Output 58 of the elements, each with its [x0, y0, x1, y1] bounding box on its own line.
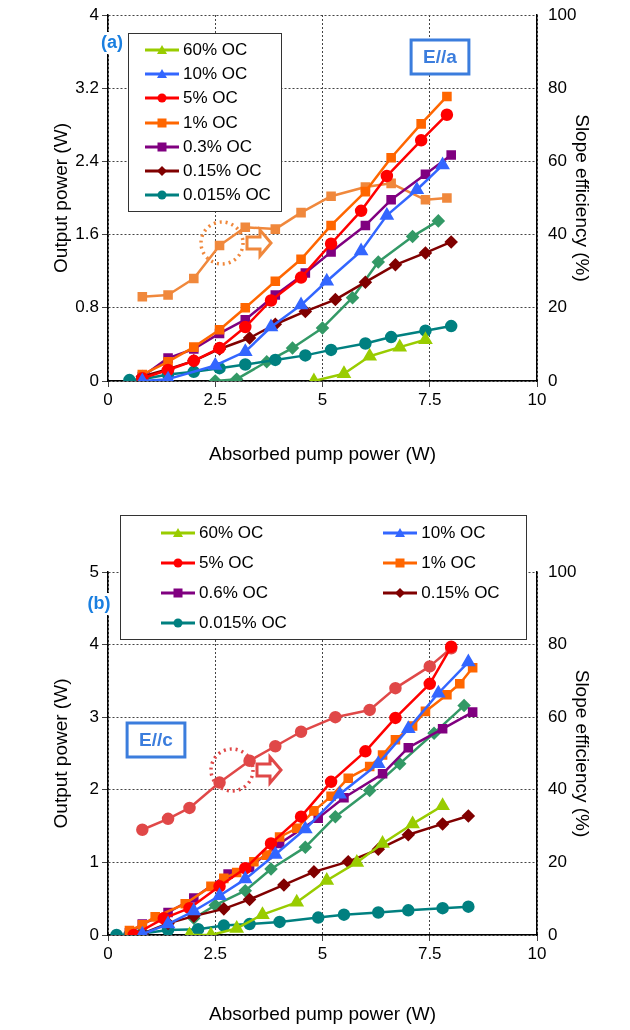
y2-tick-label: 100 [548, 4, 577, 24]
x-tick-label: 2.5 [203, 389, 228, 409]
legend-label: 0.6% OC [199, 582, 268, 603]
y-tick-label: 0.8 [75, 297, 99, 317]
y-tick-label: 4 [89, 4, 99, 24]
y2-tick-label: 60 [548, 151, 567, 171]
y2-axis-title: Slope efficiency (%) [572, 669, 594, 838]
x-axis-title: Absorbed pump power (W) [208, 442, 437, 464]
y-tick-label: 1 [89, 852, 99, 872]
x-tick-label: 10 [527, 389, 547, 409]
legend-label: 0.15% OC [421, 582, 500, 603]
legend-label: 60% OC [183, 39, 248, 60]
x-tick-label: 7.5 [417, 389, 442, 409]
x-tick-label: 5 [317, 389, 328, 409]
x-tick-label: 10 [527, 943, 547, 963]
y-axis-title: Output power (W) [49, 123, 71, 273]
x-axis-title: Absorbed pump power (W) [208, 1002, 437, 1024]
legend-label: 0.015% OC [199, 612, 287, 633]
legend-label: 0.015% OC [183, 185, 271, 206]
y2-axis-title: Slope efficiency (%) [572, 114, 594, 282]
legend-label: 1% OC [183, 112, 238, 133]
y-tick-label: 2.4 [75, 151, 99, 171]
y2-tick-label: 80 [548, 634, 567, 654]
y2-tick-label: 20 [548, 852, 567, 872]
legend-label: 5% OC [183, 88, 238, 109]
y-tick-label: 3 [89, 706, 99, 726]
y2-tick-label: 60 [548, 706, 567, 726]
y-tick-label: 5 [89, 561, 99, 581]
y2-tick-label: 80 [548, 77, 567, 97]
x-tick-label: 0 [103, 389, 113, 409]
annotation: E//c [139, 729, 174, 751]
y-tick-label: 1.6 [75, 224, 99, 244]
annotation: (b) [87, 592, 111, 613]
y2-tick-label: 0 [548, 370, 558, 390]
y-tick-label: 2 [89, 779, 99, 799]
x-tick-label: 7.5 [417, 943, 442, 963]
x-tick-label: 5 [317, 943, 328, 963]
annotation: (a) [101, 31, 123, 52]
legend-label: 10% OC [183, 63, 248, 84]
y2-tick-label: 100 [548, 561, 577, 581]
y-axis-title: Output power (W) [49, 678, 71, 829]
legend-label: 10% OC [421, 522, 486, 543]
y2-tick-label: 40 [548, 224, 567, 244]
legend-label: 1% OC [421, 552, 477, 573]
legend-label: 0.3% OC [183, 136, 252, 157]
y-tick-label: 3.2 [75, 77, 99, 97]
y-tick-label: 4 [89, 634, 99, 654]
annotation: E//a [423, 46, 458, 68]
y2-tick-label: 0 [548, 924, 558, 944]
y2-tick-label: 20 [548, 297, 567, 317]
x-tick-label: 0 [103, 943, 113, 963]
legend-label: 5% OC [199, 552, 254, 573]
y-tick-label: 0 [89, 924, 99, 944]
legend-label: 60% OC [199, 522, 264, 543]
legend-label: 0.15% OC [183, 161, 262, 182]
x-tick-label: 2.5 [203, 943, 228, 963]
y2-tick-label: 40 [548, 779, 567, 799]
y-tick-label: 0 [89, 370, 99, 390]
